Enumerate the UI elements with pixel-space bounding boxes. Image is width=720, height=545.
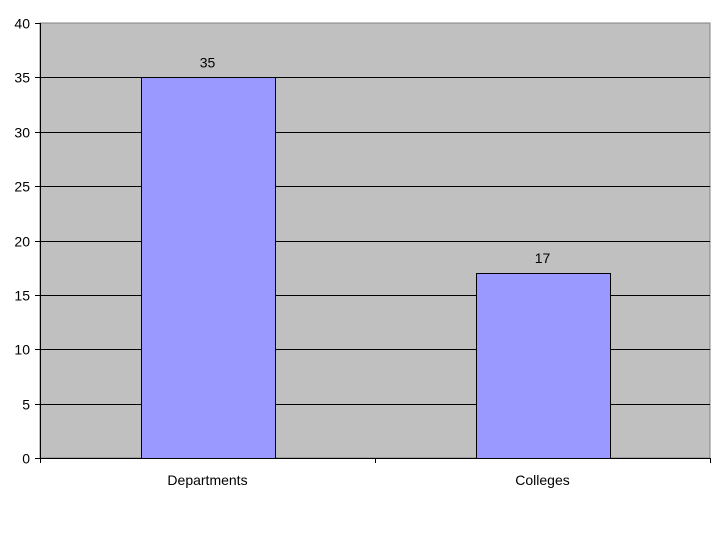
y-tick-label: 15 — [14, 288, 30, 304]
y-tick-label: 25 — [14, 179, 30, 195]
data-label: 35 — [200, 54, 216, 70]
y-tick-label: 20 — [14, 234, 30, 250]
bar-departments — [141, 77, 276, 459]
data-label: 17 — [535, 250, 551, 266]
x-tick-label: Colleges — [515, 472, 569, 488]
y-tick-label: 30 — [14, 125, 30, 141]
x-tick-label: Departments — [167, 472, 247, 488]
y-tick-label: 10 — [14, 342, 30, 358]
y-tick-label: 40 — [14, 16, 30, 32]
y-tick-label: 0 — [22, 451, 30, 467]
bar-colleges — [476, 273, 611, 459]
y-tick-label: 35 — [14, 70, 30, 86]
y-tick-label: 5 — [22, 397, 30, 413]
